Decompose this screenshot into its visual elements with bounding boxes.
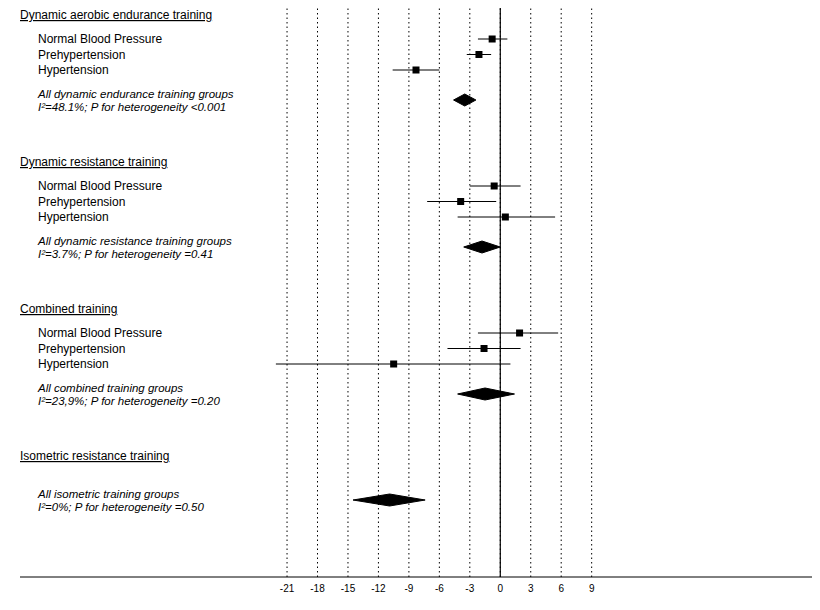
svg-text:-21: -21 xyxy=(280,583,295,594)
svg-text:6: 6 xyxy=(558,583,564,594)
svg-text:Hypertension: Hypertension xyxy=(38,357,109,371)
svg-text:Isometric resistance training: Isometric resistance training xyxy=(20,449,169,463)
svg-text:9: 9 xyxy=(589,583,595,594)
svg-text:Normal Blood Pressure: Normal Blood Pressure xyxy=(38,179,162,193)
svg-text:Hypertension: Hypertension xyxy=(38,63,109,77)
svg-text:-9: -9 xyxy=(404,583,413,594)
svg-text:Hypertension: Hypertension xyxy=(38,210,109,224)
svg-text:0: 0 xyxy=(497,583,503,594)
svg-text:I²=3.7%; P for heterogeneity =: I²=3.7%; P for heterogeneity =0.41 xyxy=(38,248,213,260)
svg-text:All combined training groups: All combined training groups xyxy=(37,382,183,394)
svg-text:-15: -15 xyxy=(341,583,356,594)
svg-text:I²=48.1%; P for heterogeneity: I²=48.1%; P for heterogeneity <0.001 xyxy=(38,101,226,113)
svg-text:Normal Blood Pressure: Normal Blood Pressure xyxy=(38,326,162,340)
svg-text:Dynamic resistance training: Dynamic resistance training xyxy=(20,155,167,169)
svg-text:I²=0%; P for heterogeneity =0.: I²=0%; P for heterogeneity =0.50 xyxy=(38,501,204,513)
svg-text:Normal Blood Pressure: Normal Blood Pressure xyxy=(38,32,162,46)
svg-text:Prehypertension: Prehypertension xyxy=(38,48,125,62)
svg-text:-6: -6 xyxy=(435,583,444,594)
svg-text:All dynamic endurance training: All dynamic endurance training groups xyxy=(37,88,234,100)
svg-text:Dynamic aerobic endurance trai: Dynamic aerobic endurance training xyxy=(20,8,212,22)
svg-text:I²=23,9%; P for heterogeneity: I²=23,9%; P for heterogeneity =0.20 xyxy=(38,395,220,407)
svg-text:Prehypertension: Prehypertension xyxy=(38,195,125,209)
svg-text:All isometric training groups: All isometric training groups xyxy=(37,488,180,500)
svg-text:3: 3 xyxy=(528,583,534,594)
svg-text:-18: -18 xyxy=(310,583,325,594)
svg-text:Prehypertension: Prehypertension xyxy=(38,342,125,356)
svg-text:All dynamic resistance trainin: All dynamic resistance training groups xyxy=(37,235,232,247)
svg-text:-3: -3 xyxy=(465,583,474,594)
svg-text:Combined training: Combined training xyxy=(20,302,117,316)
svg-text:-12: -12 xyxy=(371,583,386,594)
